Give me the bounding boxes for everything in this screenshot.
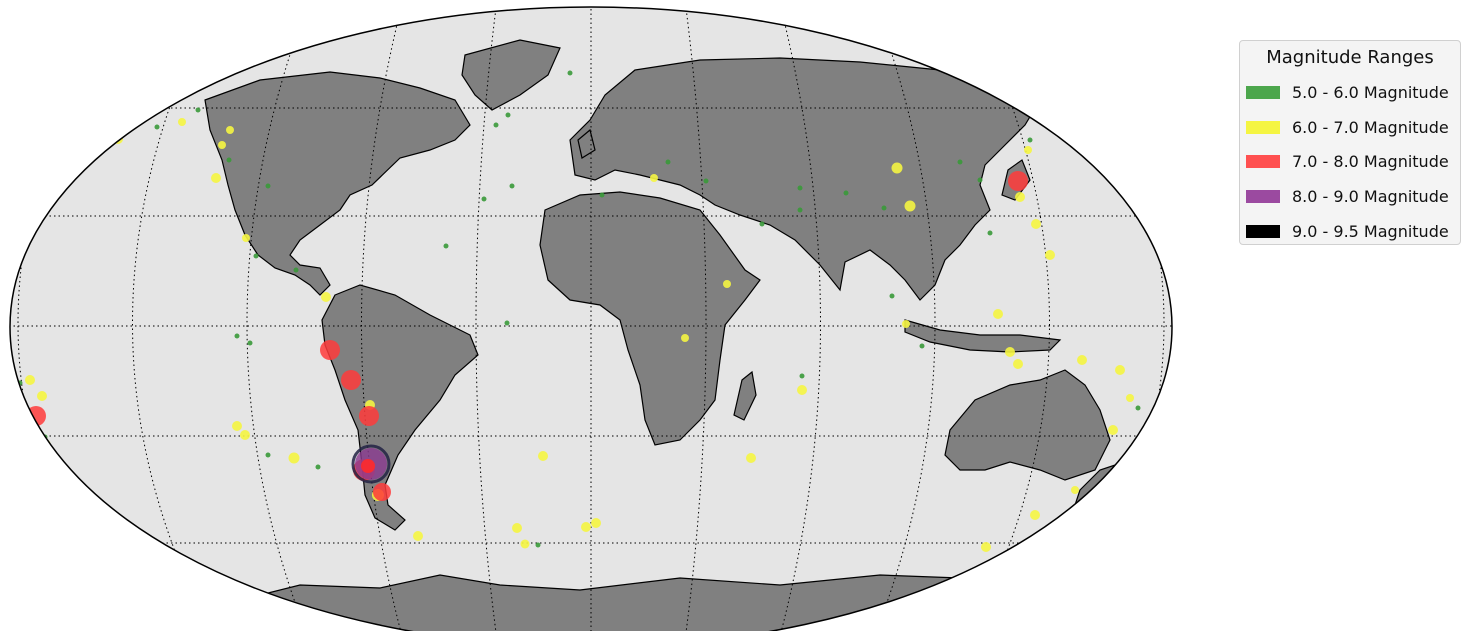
world-map bbox=[9, 6, 1173, 631]
madagascar bbox=[733, 370, 757, 421]
earthquake-markers bbox=[17, 70, 1141, 552]
legend-swatch bbox=[1246, 224, 1280, 238]
eurasia bbox=[569, 57, 1041, 301]
north-america bbox=[204, 71, 471, 296]
south-america bbox=[321, 284, 479, 531]
indonesia bbox=[904, 319, 1062, 353]
legend-item: 6.0 - 7.0 Magnitude bbox=[1246, 117, 1449, 137]
legend-title: Magnitude Ranges bbox=[1266, 47, 1434, 68]
map-border bbox=[9, 6, 1173, 631]
legend: Magnitude Ranges 5.0 - 6.0 Magnitude 6.0… bbox=[1239, 40, 1461, 245]
legend-label: 7.0 - 8.0 Magnitude bbox=[1292, 151, 1449, 171]
legend-item: 5.0 - 6.0 Magnitude bbox=[1246, 82, 1449, 102]
legend-label: 5.0 - 6.0 Magnitude bbox=[1292, 82, 1449, 102]
legend-label: 9.0 - 9.5 Magnitude bbox=[1292, 221, 1449, 241]
legend-item: 7.0 - 8.0 Magnitude bbox=[1246, 151, 1449, 171]
greenland bbox=[461, 39, 561, 111]
magnitude-9-markers bbox=[351, 444, 391, 484]
legend-label: 8.0 - 9.0 Magnitude bbox=[1292, 186, 1449, 206]
uk bbox=[577, 128, 596, 159]
legend-swatch bbox=[1246, 85, 1280, 99]
legend-label: 6.0 - 7.0 Magnitude bbox=[1292, 117, 1449, 137]
magnitude-5-6-markers bbox=[17, 70, 1141, 548]
legend-swatch bbox=[1246, 120, 1280, 134]
legend-item: 8.0 - 9.0 Magnitude bbox=[1246, 186, 1449, 206]
legend-item: 9.0 - 9.5 Magnitude bbox=[1246, 221, 1449, 241]
magnitude-6-7-markers bbox=[25, 118, 1134, 552]
legend-swatch bbox=[1246, 154, 1280, 168]
legend-swatch bbox=[1246, 189, 1280, 203]
graticule bbox=[10, 7, 1172, 631]
australia bbox=[944, 369, 1111, 481]
